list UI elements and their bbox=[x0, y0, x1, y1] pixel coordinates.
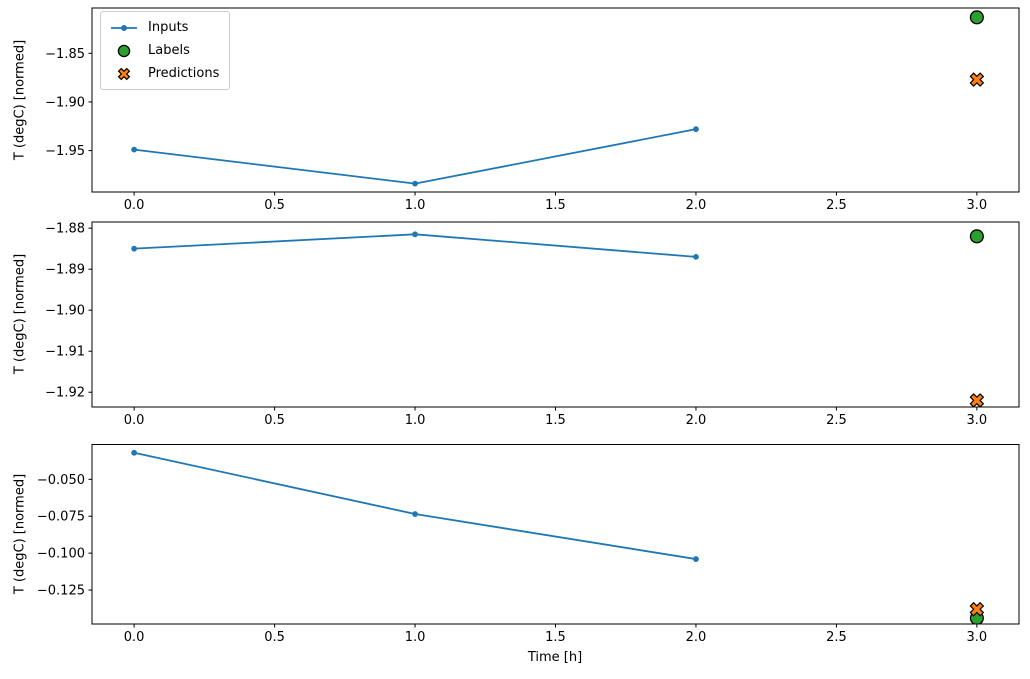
legend-label-predictions: Predictions bbox=[148, 66, 220, 81]
subplot-3-x-tick-label: 0.0 bbox=[124, 630, 145, 645]
subplot-2-y-tick-label: −1.91 bbox=[45, 345, 85, 360]
subplot-1-inputs-point-marker bbox=[693, 126, 699, 133]
subplot-3-x-tick-label: 0.5 bbox=[264, 630, 285, 645]
subplot-2-labels-circle-marker bbox=[969, 229, 984, 244]
subplot-3-inputs-line bbox=[133, 451, 697, 560]
ylabel-subplot-3: T (degC) [normed] bbox=[12, 473, 28, 595]
subplot-1-x-tick-label: 1.5 bbox=[545, 198, 566, 213]
subplot-1-x-tick-label: 2.0 bbox=[686, 198, 707, 213]
subplot-2-y-tick-label: −1.89 bbox=[45, 263, 85, 278]
labels-circle-icon bbox=[117, 44, 131, 57]
subplot-3-inputs-point-marker bbox=[131, 449, 138, 456]
predictions-x-icon bbox=[117, 67, 131, 80]
subplot-1-inputs-line bbox=[134, 128, 697, 185]
subplot-1-x-tick-label: 2.5 bbox=[826, 198, 847, 213]
subplot-3-inputs-point-marker bbox=[693, 556, 699, 562]
legend-label-labels: Labels bbox=[148, 43, 190, 58]
subplot-2-frame bbox=[91, 221, 1020, 408]
subplot-3-y-tick-label: −0.050 bbox=[37, 473, 85, 488]
subplot-2: 0.0 0.5 1.0 1.5 2.0 2.5 3.0 −1.88 −1.89 −1.90 −1.9… bbox=[45, 221, 1020, 428]
subplot-1-frame bbox=[91, 7, 1020, 193]
subplot-2-x-tick-label: 1.0 bbox=[405, 413, 426, 428]
subplot-2-inputs-point-marker bbox=[131, 245, 138, 252]
subplot-2-inputs-point-marker bbox=[693, 253, 699, 260]
subplot-1: 0.0 0.5 1.0 1.5 2.0 2.5 3.0 −1.85 −1.90 −1.95 bbox=[45, 7, 1020, 213]
subplot-2-inputs-line bbox=[134, 233, 697, 258]
legend-item-predictions: Predictions bbox=[109, 63, 219, 84]
legend-item-inputs: Inputs bbox=[109, 17, 219, 38]
subplot-1-inputs-point-marker bbox=[131, 146, 138, 153]
inputs-line-dot-icon bbox=[111, 24, 137, 31]
subplot-2-x-tick-label: 0.0 bbox=[124, 413, 145, 428]
subplot-1-x-tick-label: 0.0 bbox=[124, 198, 145, 213]
subplot-2-x-tick-label: 1.5 bbox=[545, 413, 566, 428]
subplot-1-x-tick-label: 0.5 bbox=[264, 198, 285, 213]
legend: Inputs Labels Predictions bbox=[100, 11, 231, 90]
subplot-2-y-tick-label: −1.90 bbox=[45, 304, 85, 319]
subplot-3-y-tick-label: −0.100 bbox=[37, 547, 85, 562]
subplot-1-inputs-point-marker bbox=[412, 180, 418, 187]
subplot-1-x-tick-label: 3.0 bbox=[967, 198, 988, 213]
subplot-3-inputs-point-marker bbox=[412, 511, 418, 517]
subplot-3: 0.0 0.5 1.0 1.5 2.0 2.5 3.0 −0.050 −0.075 −0.100 −… bbox=[37, 444, 1020, 645]
subplot-2-y-tick-label: −1.92 bbox=[45, 386, 85, 401]
subplot-1-y-tick-label: −1.95 bbox=[45, 144, 85, 159]
subplot-3-x-tick-label: 2.0 bbox=[686, 630, 707, 645]
subplot-1-y-tick-label: −1.85 bbox=[45, 47, 85, 62]
subplot-1-y-tick-label: −1.90 bbox=[45, 95, 85, 110]
subplot-3-x-tick-label: 1.0 bbox=[405, 630, 426, 645]
subplot-3-predictions-x-marker bbox=[969, 601, 985, 617]
xlabel: Time [h] bbox=[527, 650, 583, 665]
subplot-3-y-tick-label: −0.125 bbox=[37, 584, 85, 599]
subplot-3-x-tick-label: 2.5 bbox=[826, 630, 847, 645]
subplot-3-frame bbox=[91, 444, 1020, 625]
legend-item-labels: Labels bbox=[109, 40, 219, 61]
subplot-1-predictions-x-marker bbox=[969, 72, 985, 87]
subplot-2-x-tick-label: 2.5 bbox=[826, 413, 847, 428]
ylabel-subplot-2: T (degC) [normed] bbox=[12, 253, 28, 375]
subplot-2-x-tick-label: 0.5 bbox=[264, 413, 285, 428]
legend-label-inputs: Inputs bbox=[148, 20, 189, 35]
subplot-1-x-tick-label: 1.0 bbox=[405, 198, 426, 213]
subplot-2-inputs-point-marker bbox=[412, 231, 418, 238]
subplot-3-y-tick-label: −0.075 bbox=[37, 510, 85, 525]
subplot-3-x-tick-label: 3.0 bbox=[967, 630, 988, 645]
subplot-2-y-tick-label: −1.88 bbox=[45, 222, 85, 237]
ylabel-subplot-1: T (degC) [normed] bbox=[12, 39, 28, 161]
subplot-1-labels-circle-marker bbox=[969, 10, 984, 25]
subplot-2-x-tick-label: 3.0 bbox=[967, 413, 988, 428]
subplot-3-x-tick-label: 1.5 bbox=[545, 630, 566, 645]
subplot-2-x-tick-label: 2.0 bbox=[686, 413, 707, 428]
